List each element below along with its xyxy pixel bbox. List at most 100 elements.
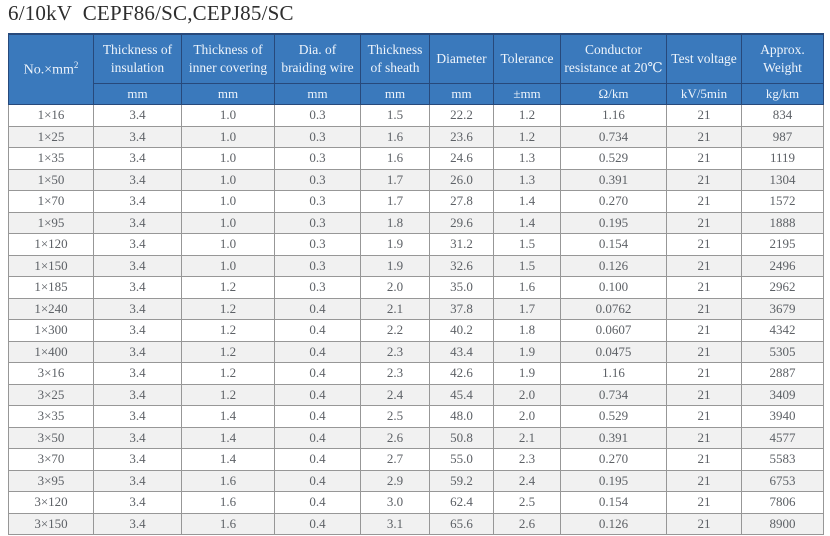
table-cell: 21 — [666, 469, 742, 492]
table-cell: 1.8 — [360, 211, 430, 234]
row-size-cell: 1×16 — [8, 104, 94, 127]
table-cell: 987 — [741, 125, 824, 148]
table-cell: 0.3 — [274, 125, 361, 148]
table-cell: 2.5 — [360, 405, 430, 428]
table-cell: 1.9 — [493, 340, 561, 363]
column-header: Thickness of sheath — [360, 33, 430, 84]
row-size-cell: 1×240 — [8, 297, 94, 320]
column-header: Conductor resistance at 20℃ — [560, 33, 667, 84]
column-header: Tolerance — [493, 33, 561, 84]
table-cell: 2.0 — [493, 383, 561, 406]
table-cell: 2.7 — [360, 448, 430, 471]
table-cell: 0.195 — [560, 211, 667, 234]
table-cell: 27.8 — [429, 190, 494, 213]
table-cell: 1.5 — [360, 104, 430, 127]
table-row: 1×185 3.4 1.2 0.3 2.0 35.0 1.6 0.100 21 2962 — [8, 276, 824, 299]
unit-header: kg/km — [741, 83, 824, 105]
row-size-cell: 3×95 — [8, 469, 94, 492]
table-row: 1×25 3.4 1.0 0.3 1.6 23.6 1.2 0.734 21 987 — [8, 125, 824, 148]
table-cell: 0.100 — [560, 276, 667, 299]
column-header: Thickness of insulation — [93, 33, 182, 84]
table-cell: 0.391 — [560, 426, 667, 449]
table-cell: 2.4 — [360, 383, 430, 406]
table-row: 1×150 3.4 1.0 0.3 1.9 32.6 1.5 0.126 21 2496 — [8, 254, 824, 277]
row-size-cell: 3×150 — [8, 512, 94, 535]
table-cell: 21 — [666, 491, 742, 514]
table-cell: 0.3 — [274, 276, 361, 299]
table-cell: 1.0 — [181, 168, 275, 191]
table-cell: 3.4 — [93, 491, 182, 514]
table-cell: 21 — [666, 297, 742, 320]
table-cell: 0.154 — [560, 233, 667, 256]
table-cell: 0.4 — [274, 405, 361, 428]
table-cell: 0.4 — [274, 362, 361, 385]
unit-header: mm — [93, 83, 182, 105]
table-cell: 1.2 — [493, 104, 561, 127]
table-row: 3×95 3.4 1.6 0.4 2.9 59.2 2.4 0.195 21 6753 — [8, 469, 824, 492]
table-cell: 1.4 — [181, 448, 275, 471]
table-cell: 1.2 — [181, 276, 275, 299]
table-cell: 6753 — [741, 469, 824, 492]
table-cell: 23.6 — [429, 125, 494, 148]
table-cell: 2.0 — [493, 405, 561, 428]
table-cell: 37.8 — [429, 297, 494, 320]
table-cell: 0.4 — [274, 383, 361, 406]
table-cell: 1.6 — [181, 469, 275, 492]
table-cell: 1888 — [741, 211, 824, 234]
table-cell: 32.6 — [429, 254, 494, 277]
table-cell: 3.4 — [93, 448, 182, 471]
table-cell: 1.0 — [181, 211, 275, 234]
table-cell: 1.4 — [493, 190, 561, 213]
table-cell: 1.3 — [493, 168, 561, 191]
table-cell: 21 — [666, 147, 742, 170]
table-cell: 1119 — [741, 147, 824, 170]
table-cell: 1.4 — [493, 211, 561, 234]
table-cell: 1.8 — [493, 319, 561, 342]
table-cell: 1.5 — [493, 233, 561, 256]
table-cell: 1.9 — [360, 233, 430, 256]
table-cell: 2.0 — [360, 276, 430, 299]
table-cell: 1.6 — [493, 276, 561, 299]
row-size-cell: 1×120 — [8, 233, 94, 256]
table-row: 1×35 3.4 1.0 0.3 1.6 24.6 1.3 0.529 21 1119 — [8, 147, 824, 170]
table-row: 1×95 3.4 1.0 0.3 1.8 29.6 1.4 0.195 21 1888 — [8, 211, 824, 234]
table-cell: 1.16 — [560, 362, 667, 385]
row-size-cell: 1×35 — [8, 147, 94, 170]
table-cell: 35.0 — [429, 276, 494, 299]
column-header: Thickness of inner covering — [181, 33, 275, 84]
table-cell: 21 — [666, 125, 742, 148]
table-cell: 3679 — [741, 297, 824, 320]
table-cell: 2962 — [741, 276, 824, 299]
table-cell: 0.4 — [274, 340, 361, 363]
table-cell: 4342 — [741, 319, 824, 342]
table-row: 1×120 3.4 1.0 0.3 1.9 31.2 1.5 0.154 21 2195 — [8, 233, 824, 256]
table-cell: 21 — [666, 383, 742, 406]
table-cell: 0.734 — [560, 125, 667, 148]
table-body: 1×16 3.4 1.0 0.3 1.5 22.2 1.2 1.16 21 834 1×25 3.4 1… — [8, 104, 824, 535]
table-cell: 0.4 — [274, 469, 361, 492]
table-cell: 0.195 — [560, 469, 667, 492]
table-cell: 3.4 — [93, 362, 182, 385]
table-cell: 21 — [666, 276, 742, 299]
table-row: 1×240 3.4 1.2 0.4 2.1 37.8 1.7 0.0762 21 3679 — [8, 297, 824, 320]
table-cell: 1.3 — [493, 147, 561, 170]
table-cell: 21 — [666, 104, 742, 127]
table-cell: 3940 — [741, 405, 824, 428]
table-cell: 62.4 — [429, 491, 494, 514]
unit-header: kV/5min — [666, 83, 742, 105]
table-cell: 3.4 — [93, 512, 182, 535]
table-cell: 1572 — [741, 190, 824, 213]
table-cell: 1304 — [741, 168, 824, 191]
table-cell: 2.9 — [360, 469, 430, 492]
column-header: Test voltage — [666, 33, 742, 84]
table-cell: 31.2 — [429, 233, 494, 256]
table-cell: 48.0 — [429, 405, 494, 428]
table-cell: 1.6 — [360, 147, 430, 170]
corner-header: No.×mm2 — [8, 33, 94, 105]
table-cell: 1.16 — [560, 104, 667, 127]
column-header: Diameter — [429, 33, 494, 84]
table-cell: 3.4 — [93, 276, 182, 299]
table-cell: 0.4 — [274, 319, 361, 342]
table-cell: 1.2 — [181, 319, 275, 342]
table-cell: 0.3 — [274, 254, 361, 277]
